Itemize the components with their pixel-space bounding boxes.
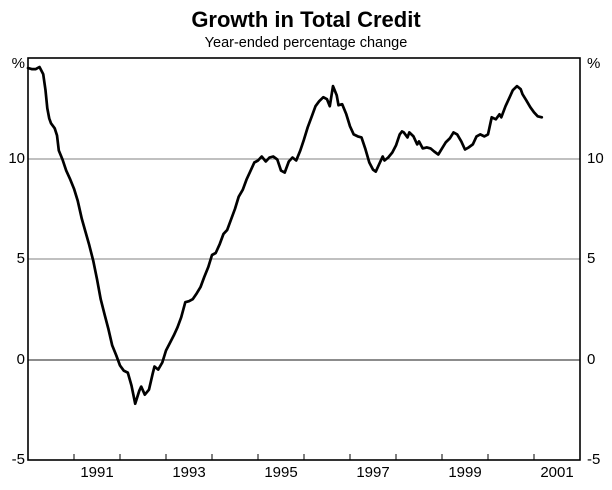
plot-frame (27, 57, 581, 461)
chart-title: Growth in Total Credit (191, 7, 421, 32)
y-label-right-0: 0 (587, 351, 596, 368)
y-label-right--5: -5 (587, 451, 601, 468)
y-label-left-5: 5 (16, 250, 25, 267)
x-label-1997: 1997 (356, 464, 390, 481)
y-axis-unit-left: % (11, 55, 25, 72)
y-label-left-0: 0 (16, 351, 25, 368)
x-label-1993: 1993 (172, 464, 206, 481)
credit-growth-line (26, 65, 544, 406)
y-label-right-5: 5 (587, 250, 596, 267)
x-label-1995: 1995 (264, 464, 298, 481)
x-label-1999: 1999 (448, 464, 482, 481)
y-label-right-10: 10 (587, 150, 604, 167)
x-label-1991: 1991 (80, 464, 114, 481)
chart-subtitle: Year-ended percentage change (204, 35, 408, 51)
y-label-left--5: -5 (11, 451, 25, 468)
x-label-2001: 2001 (540, 464, 574, 481)
y-label-left-10: 10 (8, 150, 25, 167)
y-axis-unit-right: % (587, 55, 601, 72)
